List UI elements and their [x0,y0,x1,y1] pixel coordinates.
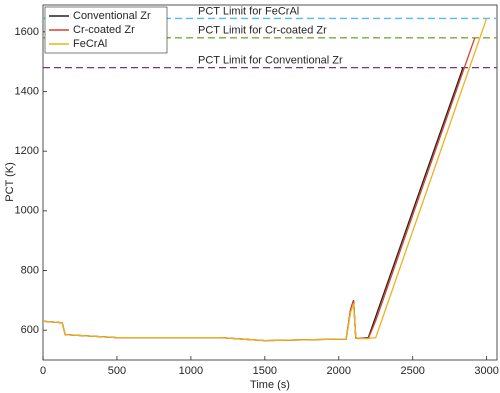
x-tick-label: 500 [108,365,126,377]
y-axis-label: PCT (K) [4,162,16,202]
y-tick-label: 1400 [15,85,39,97]
y-tick-label: 1000 [15,205,39,217]
legend-label: FeCrAl [73,38,107,50]
x-tick-label: 1000 [179,365,203,377]
x-tick-label: 1500 [253,365,277,377]
x-tick-label: 3000 [474,365,498,377]
reference-label: PCT Limit for Conventional Zr [198,55,343,67]
legend-label: Conventional Zr [73,10,151,22]
x-axis-label: Time (s) [250,379,290,391]
x-tick-label: 2000 [327,365,351,377]
y-tick-label: 1200 [15,145,39,157]
reference-label: PCT Limit for Cr-coated Zr [198,25,327,37]
x-tick-label: 0 [40,365,46,377]
legend-label: Cr-coated Zr [73,24,135,36]
y-tick-label: 1600 [15,26,39,38]
y-tick-label: 600 [21,324,39,336]
y-tick-label: 800 [21,264,39,276]
x-tick-label: 2500 [400,365,424,377]
series-line [42,18,488,342]
reference-label: PCT Limit for FeCrAl [198,5,299,17]
plot-area [42,4,498,361]
